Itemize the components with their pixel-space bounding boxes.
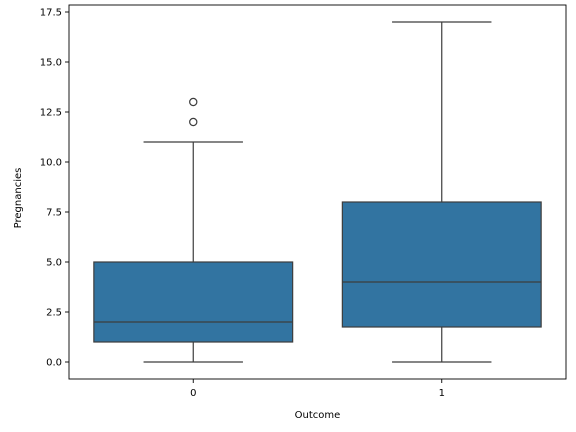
y-tick-label: 2.5	[46, 308, 62, 319]
iqr-box	[341, 201, 542, 328]
y-tick-label: 12.5	[40, 108, 62, 119]
x-tick-label: 1	[439, 388, 445, 399]
y-tick-label: 15.0	[40, 58, 62, 69]
y-tick-label: 7.5	[46, 208, 62, 219]
y-tick-label: 5.0	[46, 258, 62, 269]
plot-area	[68, 4, 567, 380]
y-tick-label: 17.5	[40, 8, 62, 19]
box-group-1	[341, 21, 542, 363]
outlier-point	[189, 97, 198, 107]
box-group-0	[93, 97, 294, 363]
y-tick-label: 10.0	[40, 158, 62, 169]
y-axis-label: Pregnancies	[13, 168, 24, 229]
boxes-layer	[93, 21, 542, 363]
x-tick-label: 0	[190, 388, 196, 399]
y-axis: 0.0 2.5 5.0 7.5 10.0 12.5 15.0 17.5	[40, 8, 69, 369]
plot-frame	[68, 4, 567, 380]
outlier-point	[189, 117, 198, 127]
iqr-box	[93, 261, 294, 343]
y-tick-label: 0.0	[46, 358, 62, 369]
x-axis-label: Outcome	[295, 410, 341, 421]
